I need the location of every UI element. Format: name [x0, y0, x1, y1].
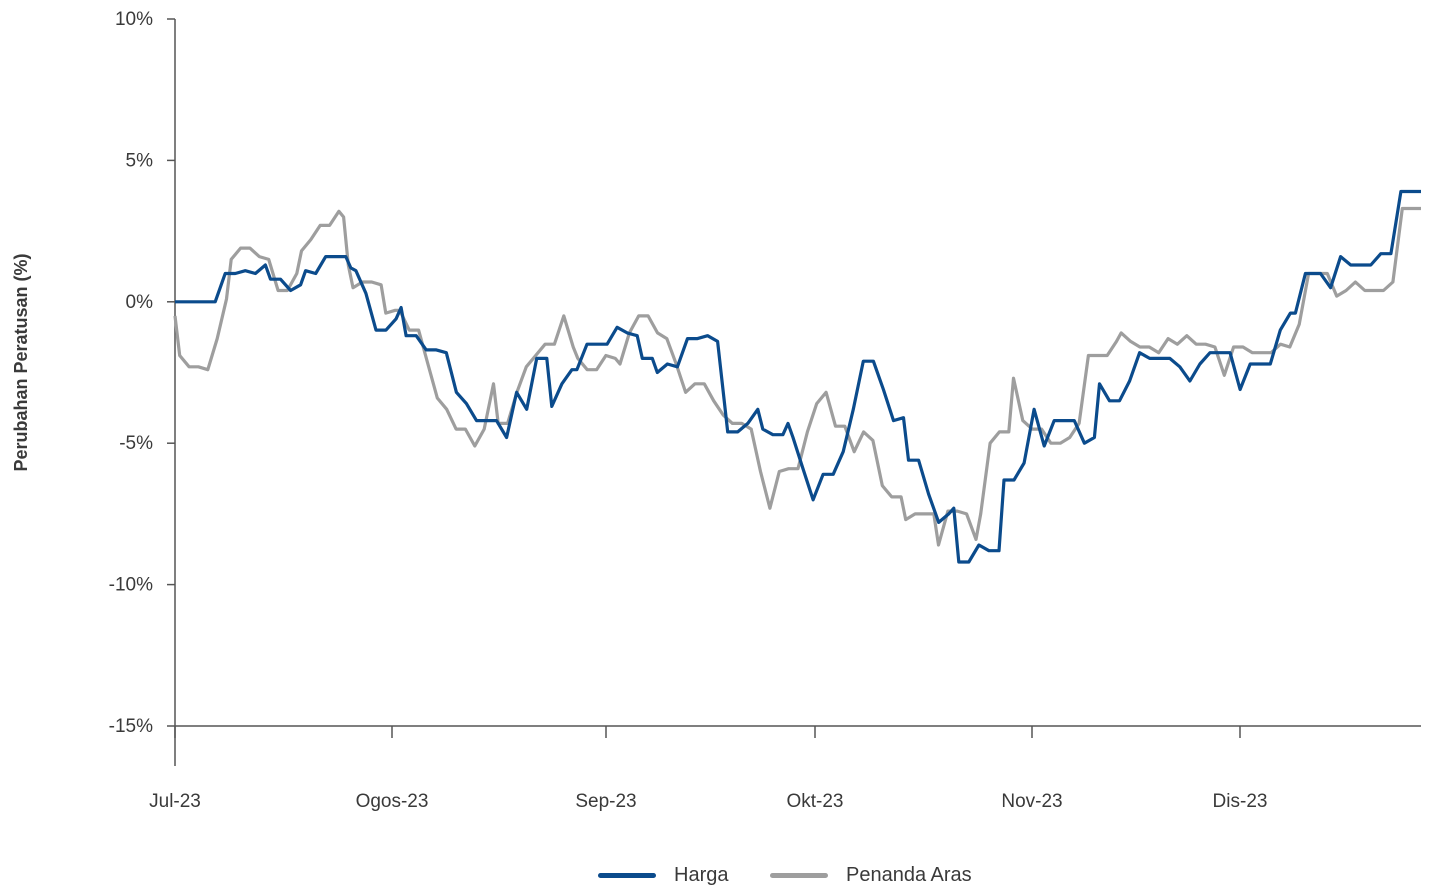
y-tick-label: 5%	[126, 150, 154, 171]
y-tick-label: -10%	[109, 575, 153, 596]
legend: Harga Penanda Aras	[0, 864, 1430, 894]
x-tick-label: Dis-23	[1213, 791, 1268, 812]
y-tick-label: 10%	[115, 9, 153, 30]
series-line-harga	[175, 189, 1421, 564]
x-tick-label: Jul-23	[149, 791, 201, 812]
y-tick-label: -5%	[119, 433, 153, 454]
x-tick-label: Nov-23	[1001, 791, 1062, 812]
x-tick-label: Okt-23	[786, 791, 843, 812]
y-tick-label: -15%	[109, 716, 153, 737]
series-line-penanda-aras	[173, 206, 1421, 547]
y-axis-title: Perubahan Peratusan (%)	[11, 253, 31, 471]
x-tick-label: Sep-23	[575, 791, 636, 812]
x-tick-label: Ogos-23	[356, 791, 429, 812]
legend-item-harga: Harga	[598, 864, 728, 887]
y-tick-label: 0%	[126, 292, 154, 313]
legend-item-penanda-aras: Penanda Aras	[770, 864, 972, 887]
legend-swatch-harga	[598, 873, 656, 878]
legend-swatch-penanda-aras	[770, 873, 828, 878]
legend-label-harga: Harga	[674, 864, 729, 886]
legend-label-penanda-aras: Penanda Aras	[846, 864, 972, 886]
